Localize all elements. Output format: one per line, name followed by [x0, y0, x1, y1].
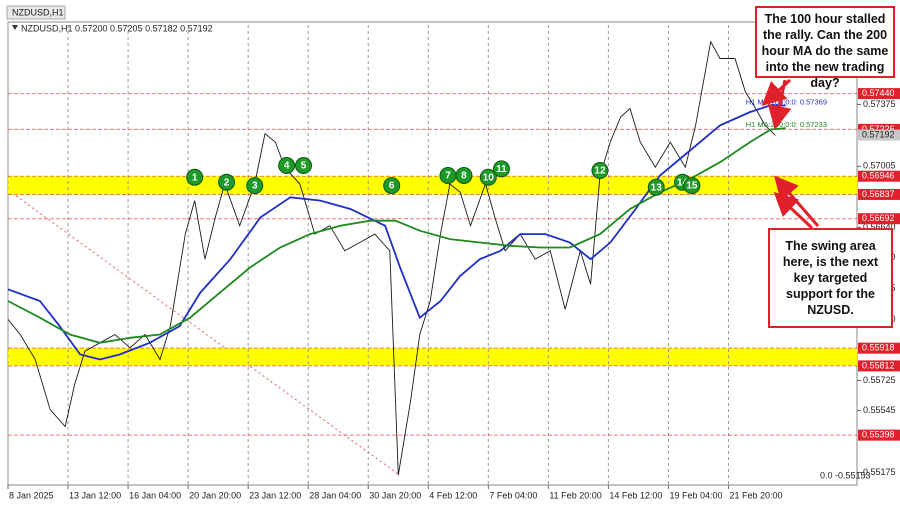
level-tag [858, 123, 900, 135]
marker-label: 14 [677, 177, 689, 188]
tab-label: NZDUSD,H1 [12, 7, 64, 17]
marker-label: 1 [192, 172, 198, 183]
marker-label: 13 [651, 182, 663, 193]
level-tag [858, 188, 900, 200]
marker [278, 157, 296, 175]
level-tag [858, 342, 900, 354]
marker [455, 167, 473, 185]
level-label: 0.55918 [862, 343, 895, 353]
level-label: 0.56946 [862, 171, 895, 181]
marker-label: 15 [686, 181, 698, 192]
marker [479, 168, 497, 186]
level-tag [858, 88, 900, 100]
zone [8, 176, 857, 195]
x-tick-label: 8 Jan 2025 [9, 490, 54, 500]
tab [6, 5, 66, 20]
level-label: 0.55812 [862, 360, 895, 370]
marker [647, 178, 665, 196]
marker [295, 157, 313, 175]
level-tag [858, 429, 900, 441]
x-tick-label: 4 Feb 12:00 [429, 490, 477, 500]
arrow [761, 78, 792, 107]
marker-label: 4 [284, 161, 290, 172]
x-tick-label: 16 Jan 04:00 [129, 490, 181, 500]
x-tick-label: 20 Jan 20:00 [189, 490, 241, 500]
symbol-icon [12, 25, 18, 30]
arrow [767, 79, 792, 130]
marker-label: 10 [483, 172, 495, 183]
level-label: 0.57226 [862, 124, 895, 134]
level-label: 0.57440 [862, 88, 895, 98]
marker-label: 6 [389, 181, 395, 192]
x-tick-label: 23 Jan 12:00 [249, 490, 301, 500]
x-tick-label: 7 Feb 04:00 [489, 490, 537, 500]
y-tick-label: 0.55175 [863, 467, 896, 477]
marker-label: 5 [301, 161, 307, 172]
note: The swing area here, is the next key tar… [768, 228, 893, 328]
y-tick-label: 0.55545 [863, 405, 896, 415]
marker [383, 177, 401, 195]
marker-label: 2 [224, 177, 230, 188]
fib-line [7, 189, 399, 475]
x-tick-label: 28 Jan 04:00 [309, 490, 361, 500]
level-label: 0.56692 [862, 213, 895, 223]
ma-label: H1 MA:200:0:0: 0.57233 [746, 120, 827, 129]
level-label: 0.56837 [862, 189, 895, 199]
marker-label: 8 [461, 171, 467, 182]
x-tick-label: 13 Jan 12:00 [69, 490, 121, 500]
marker [246, 177, 264, 195]
x-tick-label: 19 Feb 04:00 [669, 490, 722, 500]
level-tag [858, 170, 900, 182]
marker-label: 7 [445, 171, 451, 182]
y-tick-label: 0.55725 [863, 375, 896, 385]
marker [218, 173, 236, 191]
x-tick-label: 30 Jan 20:00 [369, 490, 421, 500]
price-label: 0.57192 [862, 129, 895, 139]
marker-label: 12 [594, 166, 606, 177]
level-tag [858, 360, 900, 372]
x-tick-label: 21 Feb 20:00 [729, 490, 782, 500]
x-tick-label: 14 Feb 12:00 [609, 490, 662, 500]
y-tick-label: 0.56640 [863, 222, 896, 232]
marker [186, 168, 204, 186]
note: The 100 hour stalled the rally. Can the … [755, 6, 895, 90]
marker [492, 160, 510, 178]
marker-label: 11 [496, 164, 507, 175]
marker [683, 177, 701, 195]
arrow [773, 191, 814, 230]
marker-label: 3 [252, 181, 258, 192]
zone [8, 348, 857, 366]
fib-label: 0.0 -0.55153 [820, 471, 871, 481]
price-tag [858, 129, 900, 141]
y-tick-label: 0.57005 [863, 161, 896, 171]
layer: 8 Jan 2025 13 Jan 12:00 16 Jan 04:00 20 Jan… [7, 25, 900, 500]
ma-label: H1 MA:100:0:0: 0.57369 [746, 97, 827, 106]
marker [591, 162, 609, 180]
quote: NZDUSD,H1 0.57200 0.57205 0.57182 0.5719… [21, 23, 213, 33]
level-label: 0.55398 [862, 430, 895, 440]
level-tag [858, 213, 900, 225]
y-tick-label: 0.57375 [863, 99, 896, 109]
x-tick-label: 11 Feb 20:00 [549, 490, 601, 500]
